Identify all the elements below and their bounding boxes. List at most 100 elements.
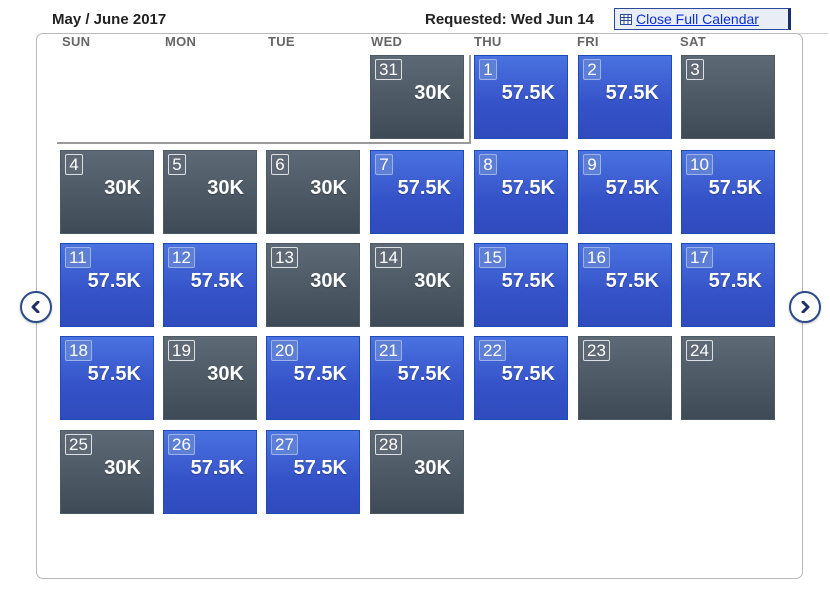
calendar-day-cell[interactable]: 27 57.5K: [266, 430, 360, 514]
top-divider: [798, 33, 828, 34]
calendar-day-cell[interactable]: 22 57.5K: [474, 336, 568, 420]
calendar-day-cell[interactable]: 21 57.5K: [370, 336, 464, 420]
day-number: 19: [168, 340, 195, 361]
miles-value: 30K: [310, 270, 347, 292]
day-number: 28: [375, 434, 402, 455]
miles-value: 30K: [414, 270, 451, 292]
next-month-button[interactable]: [789, 291, 821, 323]
day-number: 4: [65, 154, 83, 175]
day-number: 22: [479, 340, 506, 361]
calendar-day-cell[interactable]: 20 57.5K: [266, 336, 360, 420]
day-number: 12: [168, 247, 195, 268]
calendar-day-cell[interactable]: 3: [681, 55, 775, 139]
prev-month-button[interactable]: [20, 291, 52, 323]
calendar-day-cell[interactable]: 13 30K: [266, 243, 360, 327]
day-number: 20: [271, 340, 298, 361]
day-number: 10: [686, 154, 713, 175]
miles-value: 57.5K: [708, 177, 762, 199]
day-number: 17: [686, 247, 713, 268]
miles-value: 57.5K: [397, 177, 451, 199]
calendar-day-cell[interactable]: 26 57.5K: [163, 430, 257, 514]
month-divider-vertical: [469, 55, 471, 144]
miles-value: 57.5K: [605, 82, 659, 104]
calendar-day-cell[interactable]: 9 57.5K: [578, 150, 672, 234]
miles-value: 30K: [207, 177, 244, 199]
miles-value: 57.5K: [87, 363, 141, 385]
miles-value: 57.5K: [190, 457, 244, 479]
day-number: 7: [375, 154, 393, 175]
miles-value: 57.5K: [708, 270, 762, 292]
day-number: 2: [583, 59, 601, 80]
weekday-sat: SAT: [680, 34, 706, 49]
calendar-day-cell[interactable]: 5 30K: [163, 150, 257, 234]
day-number: 8: [479, 154, 497, 175]
calendar-day-cell[interactable]: 6 30K: [266, 150, 360, 234]
calendar-day-cell[interactable]: 1 57.5K: [474, 55, 568, 139]
chevron-right-icon: [801, 301, 810, 313]
day-number: 5: [168, 154, 186, 175]
miles-value: 57.5K: [605, 270, 659, 292]
close-full-calendar-label[interactable]: Close Full Calendar: [636, 11, 759, 27]
miles-value: 30K: [414, 457, 451, 479]
weekday-wed: WED: [371, 34, 403, 49]
miles-value: 57.5K: [397, 363, 451, 385]
calendar-day-cell[interactable]: 23: [578, 336, 672, 420]
miles-value: 30K: [207, 363, 244, 385]
day-number: 23: [583, 340, 610, 361]
day-number: 26: [168, 434, 195, 455]
weekday-tue: TUE: [268, 34, 295, 49]
day-number: 3: [686, 59, 704, 80]
miles-value: 30K: [104, 457, 141, 479]
calendar-day-cell[interactable]: 25 30K: [60, 430, 154, 514]
miles-value: 57.5K: [605, 177, 659, 199]
miles-value: 30K: [310, 177, 347, 199]
day-number: 31: [375, 59, 402, 80]
day-number: 24: [686, 340, 713, 361]
calendar-day-cell[interactable]: 10 57.5K: [681, 150, 775, 234]
day-number: 16: [583, 247, 610, 268]
day-number: 21: [375, 340, 402, 361]
day-number: 25: [65, 434, 92, 455]
calendar-day-cell[interactable]: 24: [681, 336, 775, 420]
requested-date: Requested: Wed Jun 14: [425, 11, 594, 28]
day-number: 27: [271, 434, 298, 455]
day-number: 18: [65, 340, 92, 361]
close-full-calendar-button[interactable]: Close Full Calendar: [614, 8, 791, 30]
calendar-day-cell[interactable]: 15 57.5K: [474, 243, 568, 327]
miles-value: 57.5K: [190, 270, 244, 292]
miles-value: 30K: [414, 82, 451, 104]
weekday-mon: MON: [165, 34, 197, 49]
weekday-thu: THU: [474, 34, 502, 49]
day-number: 1: [479, 59, 497, 80]
miles-value: 30K: [104, 177, 141, 199]
miles-value: 57.5K: [501, 363, 555, 385]
calendar-day-cell[interactable]: 18 57.5K: [60, 336, 154, 420]
calendar-day-cell[interactable]: 28 30K: [370, 430, 464, 514]
calendar-day-cell[interactable]: 8 57.5K: [474, 150, 568, 234]
day-number: 9: [583, 154, 601, 175]
calendar-grid-icon: [620, 13, 632, 25]
calendar-day-cell[interactable]: 17 57.5K: [681, 243, 775, 327]
calendar-day-cell[interactable]: 19 30K: [163, 336, 257, 420]
calendar-day-cell[interactable]: 12 57.5K: [163, 243, 257, 327]
calendar-day-cell[interactable]: 31 30K: [370, 55, 464, 139]
calendar-day-cell[interactable]: 11 57.5K: [60, 243, 154, 327]
day-number: 15: [479, 247, 506, 268]
miles-value: 57.5K: [501, 82, 555, 104]
calendar-day-cell[interactable]: 4 30K: [60, 150, 154, 234]
chevron-left-icon: [31, 301, 40, 313]
calendar-day-cell[interactable]: 14 30K: [370, 243, 464, 327]
calendar-day-cell[interactable]: 16 57.5K: [578, 243, 672, 327]
calendar-title: May / June 2017: [52, 11, 167, 28]
weekday-fri: FRI: [577, 34, 599, 49]
weekday-sun: SUN: [62, 34, 91, 49]
miles-value: 57.5K: [293, 457, 347, 479]
calendar-day-cell[interactable]: 7 57.5K: [370, 150, 464, 234]
miles-value: 57.5K: [501, 270, 555, 292]
month-divider-horizontal: [57, 142, 471, 144]
day-number: 6: [271, 154, 289, 175]
day-number: 11: [65, 247, 91, 268]
miles-value: 57.5K: [87, 270, 141, 292]
day-number: 14: [375, 247, 402, 268]
calendar-day-cell[interactable]: 2 57.5K: [578, 55, 672, 139]
